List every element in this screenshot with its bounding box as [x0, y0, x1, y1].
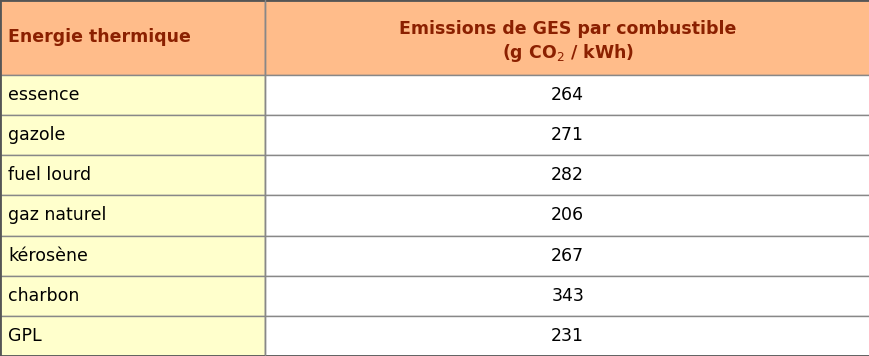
Bar [265, 316, 869, 356]
Text: (g CO$_2$ / kWh): (g CO$_2$ / kWh) [501, 42, 634, 63]
Bar [0, 155, 265, 195]
Bar [0, 316, 265, 356]
Bar [0, 0, 265, 75]
Bar [265, 0, 869, 75]
Bar [0, 115, 265, 155]
Bar [0, 75, 265, 115]
Text: 206: 206 [550, 206, 584, 225]
Bar [0, 236, 265, 276]
Text: Energie thermique: Energie thermique [8, 28, 190, 47]
Bar [265, 276, 869, 316]
Bar [265, 195, 869, 236]
Bar [265, 236, 869, 276]
Text: 282: 282 [551, 166, 583, 184]
Text: 271: 271 [551, 126, 583, 144]
Text: fuel lourd: fuel lourd [8, 166, 91, 184]
Bar [265, 75, 869, 115]
Bar [0, 195, 265, 236]
Text: gaz naturel: gaz naturel [8, 206, 106, 225]
Bar [0, 276, 265, 316]
Bar [265, 155, 869, 195]
Text: gazole: gazole [8, 126, 65, 144]
Text: 231: 231 [551, 327, 583, 345]
Text: essence: essence [8, 86, 79, 104]
Text: charbon: charbon [8, 287, 79, 305]
Text: Emissions de GES par combustible: Emissions de GES par combustible [399, 20, 735, 37]
Text: 267: 267 [550, 247, 584, 265]
Text: kérosène: kérosène [8, 247, 88, 265]
Text: 264: 264 [551, 86, 583, 104]
Text: GPL: GPL [8, 327, 42, 345]
Bar [265, 115, 869, 155]
Text: 343: 343 [551, 287, 583, 305]
